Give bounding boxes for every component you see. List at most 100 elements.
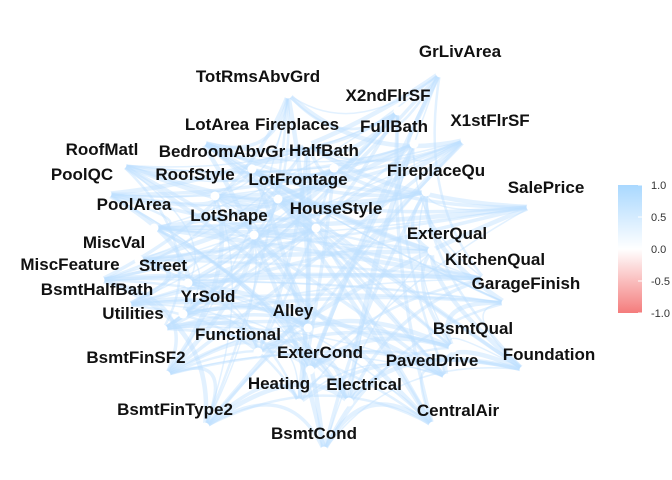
correlation-edge [256, 166, 336, 354]
correlation-edge [105, 167, 254, 198]
correlation-edge [213, 138, 467, 198]
node-label-bsmtcond: BsmtCond [271, 424, 357, 443]
correlation-edge [255, 204, 534, 355]
node-label-saleprice: SalePrice [508, 178, 585, 197]
node-dot-paveddrive [442, 373, 452, 383]
node-label-utilities: Utilities [102, 304, 163, 323]
correlation-edge [200, 140, 428, 195]
node-dot-functional [253, 347, 263, 357]
correlation-edge [182, 278, 486, 315]
correlation-edge [137, 205, 533, 262]
correlation-edge [346, 357, 527, 405]
correlation-edge [119, 162, 436, 429]
node-dot-bedroomabvgr [247, 164, 257, 174]
node-dot-kitchenqual [480, 274, 490, 284]
correlation-edge [250, 167, 526, 372]
correlation-edge [251, 168, 507, 304]
correlation-edge [163, 193, 225, 378]
correlation-edge [420, 249, 455, 350]
node-dot-grlivarea [435, 68, 445, 78]
correlation-edge [99, 139, 466, 281]
correlation-edge [257, 347, 300, 404]
correlation-edge [253, 206, 532, 236]
node-dot-bsmtqual [448, 343, 458, 353]
correlation-edge [182, 312, 311, 371]
correlation-edge [250, 138, 467, 176]
correlation-edge [249, 166, 327, 454]
correlation-edge [121, 164, 253, 183]
legend-tick-label: 0.5 [651, 212, 666, 224]
correlation-edge [124, 257, 171, 308]
correlation-edge [126, 303, 259, 353]
node-dot-bsmtfintype2 [200, 422, 210, 432]
correlation-edge [306, 143, 415, 164]
node-dot-street [183, 278, 193, 288]
correlation-edge [125, 303, 301, 405]
color-legend: 1.0 0.5 0.0 -0.5 -1.0 [618, 180, 670, 320]
correlation-edge [251, 137, 468, 238]
correlation-edge [185, 280, 450, 381]
node-dot-exterqual [427, 246, 437, 256]
correlation-edge [104, 70, 443, 197]
node-label-bedroomabvgr: BedroomAbvGr [159, 142, 286, 161]
correlation-edge [105, 192, 487, 281]
node-dot-lotfrontage [273, 194, 283, 204]
correlation-edge [203, 403, 326, 453]
node-dot-saleprice [526, 202, 536, 212]
correlation-edge [162, 110, 399, 330]
correlation-edge [308, 277, 487, 372]
correlation-edge [152, 226, 351, 404]
correlation-edge [164, 349, 526, 377]
node-dot-electrical [344, 397, 354, 407]
node-label-poolqc: PoolQC [51, 165, 113, 184]
correlation-edge [187, 281, 507, 304]
node-dot-roofstyle [210, 191, 220, 201]
correlation-edge [298, 206, 532, 404]
legend-tick-label: 1.0 [651, 180, 666, 192]
correlation-edge [297, 358, 526, 405]
node-dot-totrmsabvgrd [283, 89, 293, 99]
legend-tick-label: -0.5 [651, 276, 670, 288]
correlation-edge [212, 189, 429, 207]
node-label-bsmtfintype2: BsmtFinType2 [117, 400, 233, 419]
correlation-edge [185, 225, 319, 286]
correlation-edge [256, 330, 455, 354]
correlation-edge [347, 277, 487, 404]
correlation-edge [275, 196, 436, 429]
correlation-edge [332, 166, 533, 209]
node-label-extercond: ExterCond [277, 343, 363, 362]
node-label-bsmtqual: BsmtQual [433, 319, 513, 338]
correlation-edge [424, 190, 526, 372]
correlation-edge [181, 142, 416, 316]
correlation-edge [162, 227, 317, 330]
correlation-edge [276, 197, 533, 214]
correlation-edge [160, 305, 205, 332]
correlation-edge [305, 138, 467, 163]
correlation-edge [429, 248, 527, 373]
node-label-electrical: Electrical [326, 375, 402, 394]
correlation-edge [201, 141, 507, 304]
node-label-fullbath: FullBath [360, 117, 428, 136]
correlation-edge [161, 327, 435, 428]
correlation-edge [419, 368, 449, 428]
correlation-edge [322, 301, 508, 453]
correlation-edge [253, 234, 433, 252]
node-label-lotfrontage: LotFrontage [248, 170, 347, 189]
correlation-edge [276, 190, 428, 207]
correlation-edge [213, 194, 310, 330]
node-label-kitchenqual: KitchenQual [445, 250, 545, 269]
correlation-edge [187, 282, 434, 427]
correlation-edge [411, 139, 466, 162]
correlation-edge [165, 325, 309, 376]
correlation-edge [204, 195, 234, 428]
node-dot-lotarea [197, 137, 207, 147]
correlation-edge [308, 350, 449, 380]
correlation-edge [126, 167, 335, 306]
correlation-edge [151, 204, 534, 231]
node-dot-heating [294, 398, 304, 408]
correlation-edge [98, 233, 256, 282]
node-label-x2ndflrsf: X2ndFlrSF [345, 86, 430, 105]
node-dot-bsmthalfbath [122, 300, 132, 310]
correlation-edge [161, 313, 310, 331]
